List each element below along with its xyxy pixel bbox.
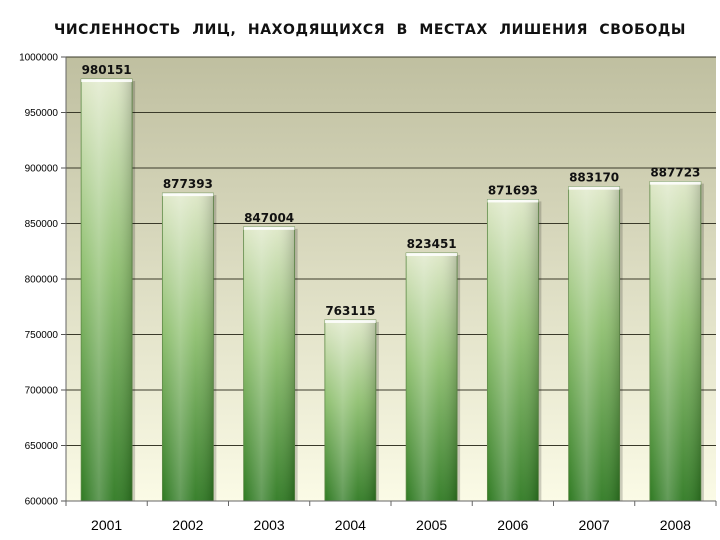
bar-highlight — [81, 79, 133, 502]
axes — [61, 56, 717, 506]
y-tick-label: 650000 — [25, 441, 59, 452]
bar-highlight — [162, 193, 214, 502]
bar-top-edge — [324, 319, 376, 323]
bar-top-edge — [487, 199, 539, 203]
x-tick-label: 2003 — [254, 517, 285, 533]
bar-highlight — [487, 199, 539, 501]
y-tick-label: 1000000 — [19, 53, 58, 64]
data-label: 887723 — [650, 166, 700, 180]
labels: 1000000 950000 900000 850000 800000 750000 700… — [19, 53, 700, 534]
chart-title: ЧИСЛЕННОСТЬ ЛИЦ, НАХОДЯЩИХСЯ В МЕСТАХ ЛИ… — [53, 22, 687, 38]
data-label: 883170 — [569, 171, 619, 185]
bar-highlight — [324, 319, 376, 501]
bars — [80, 78, 704, 502]
bar-highlight — [568, 186, 620, 501]
bar-highlight — [243, 226, 295, 501]
x-tick-label: 2002 — [172, 517, 203, 533]
y-tick-label: 850000 — [25, 219, 59, 230]
bar-top-edge — [162, 193, 214, 197]
data-label: 847004 — [244, 211, 294, 225]
x-tick-label: 2006 — [497, 517, 528, 533]
x-tick-label: 2004 — [335, 517, 366, 533]
data-label: 763115 — [325, 304, 375, 318]
data-label: 877393 — [163, 177, 213, 191]
x-tick-label: 2008 — [660, 517, 691, 533]
data-label: 823451 — [407, 237, 457, 251]
bar-top-edge — [81, 79, 133, 83]
bar-top-edge — [406, 252, 458, 256]
x-tick-label: 2007 — [579, 517, 610, 533]
data-label: 980151 — [82, 63, 132, 77]
data-label: 871693 — [488, 183, 538, 197]
x-tick-label: 2001 — [91, 517, 122, 533]
y-tick-label: 600000 — [25, 497, 59, 508]
bar-top-edge — [243, 226, 295, 230]
bar-top-edge — [568, 186, 620, 190]
y-tick-label: 900000 — [25, 164, 59, 175]
y-tick-label: 700000 — [25, 386, 59, 397]
x-tick-label: 2005 — [416, 517, 447, 533]
bar-top-edge — [649, 181, 701, 185]
y-tick-label: 750000 — [25, 330, 59, 341]
y-tick-label: 950000 — [25, 108, 59, 119]
bar-highlight — [649, 181, 701, 501]
bar-highlight — [406, 252, 458, 501]
y-tick-label: 800000 — [25, 275, 59, 286]
